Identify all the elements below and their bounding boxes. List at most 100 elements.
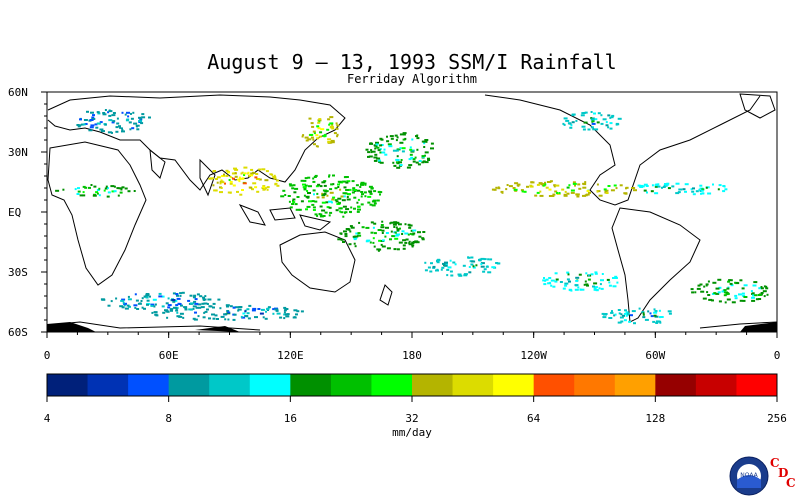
rain-pixel xyxy=(565,119,570,122)
rain-pixel xyxy=(196,293,200,296)
rain-pixel xyxy=(293,191,297,194)
rain-pixel xyxy=(104,109,107,111)
rain-pixel xyxy=(570,191,575,194)
rain-pixel xyxy=(189,294,193,297)
rain-pixel xyxy=(300,310,304,313)
rain-pixel xyxy=(717,278,722,281)
rain-pixel xyxy=(119,126,122,129)
rain-pixel xyxy=(332,174,335,177)
rain-pixel xyxy=(715,292,720,295)
rain-pixel xyxy=(614,277,618,279)
north-america-outline xyxy=(484,94,761,206)
rain-pixel xyxy=(624,192,628,195)
rain-pixel xyxy=(605,121,608,124)
rain-pixel xyxy=(131,127,135,130)
rain-pixel xyxy=(601,273,604,275)
rain-pixel xyxy=(266,307,270,310)
rain-pixel xyxy=(360,181,365,184)
rain-pixel xyxy=(576,195,580,198)
rain-pixel xyxy=(590,118,595,121)
rain-pixel xyxy=(501,191,504,194)
rain-pixel xyxy=(324,211,328,214)
rain-pixel xyxy=(543,277,545,279)
rain-pixel xyxy=(78,124,82,127)
rain-pixel xyxy=(615,187,618,190)
rain-pixel xyxy=(571,121,575,124)
rain-pixel xyxy=(371,150,376,153)
rain-pixel xyxy=(652,320,656,323)
rain-pixel xyxy=(575,284,578,287)
rain-pixel xyxy=(167,297,170,300)
rain-pixel xyxy=(124,113,127,116)
rain-pixel xyxy=(133,190,136,192)
rain-pixel xyxy=(491,188,495,191)
rain-pixel xyxy=(731,301,736,304)
rain-pixel xyxy=(337,180,342,183)
rain-pixel xyxy=(243,166,248,169)
rain-pixel xyxy=(226,305,229,308)
rain-pixel xyxy=(753,281,758,284)
rain-pixel xyxy=(91,116,95,119)
rain-pixel xyxy=(495,262,499,264)
rain-pixel xyxy=(322,134,327,137)
rain-pixel xyxy=(346,196,349,198)
rain-pixel xyxy=(234,175,238,178)
rain-pixel xyxy=(418,160,422,162)
rain-pixel xyxy=(308,200,312,203)
rain-pixel xyxy=(170,308,174,311)
rain-pixel xyxy=(357,234,362,237)
rain-pixel xyxy=(310,122,314,125)
rain-pixel xyxy=(408,226,412,229)
rain-pixel xyxy=(167,304,172,307)
rain-pixel xyxy=(368,190,373,193)
rain-pixel xyxy=(578,273,582,276)
rain-pixel xyxy=(575,276,580,279)
rain-pixel xyxy=(310,136,314,139)
rain-pixel xyxy=(246,308,250,311)
rain-pixel xyxy=(703,285,706,288)
rain-pixel xyxy=(330,141,333,144)
rain-pixel xyxy=(751,299,756,302)
rain-pixel xyxy=(321,192,324,195)
rain-pixel xyxy=(609,122,613,125)
rain-pixel xyxy=(409,148,413,151)
rain-pixel xyxy=(152,298,157,301)
rain-pixel xyxy=(342,241,345,243)
rain-pixel xyxy=(141,306,144,309)
rain-pixel xyxy=(398,241,403,244)
rain-pixel xyxy=(336,124,340,127)
rain-pixel xyxy=(360,195,363,198)
rain-pixel xyxy=(611,310,613,313)
rain-pixel xyxy=(319,215,324,218)
rain-pixel xyxy=(370,187,374,190)
rain-pixel xyxy=(554,280,558,283)
rain-pixel xyxy=(283,309,287,312)
rain-pixel xyxy=(600,122,604,125)
rain-pixel xyxy=(381,229,385,232)
rain-pixel xyxy=(394,231,397,234)
rain-pixel xyxy=(412,229,417,232)
rain-pixel xyxy=(699,184,703,187)
rain-pixel xyxy=(739,279,743,282)
rain-pixel xyxy=(677,191,681,194)
rain-pixel xyxy=(695,190,699,193)
rain-pixel xyxy=(534,194,538,197)
rain-pixel xyxy=(153,311,158,314)
rain-pixel xyxy=(77,125,81,128)
rain-pixel xyxy=(337,183,340,186)
rain-pixel xyxy=(612,277,616,279)
rain-pixel xyxy=(94,123,98,126)
rain-pixel xyxy=(616,281,619,284)
rain-pixel xyxy=(424,269,428,272)
rain-pixel xyxy=(128,305,131,308)
rain-pixel xyxy=(135,124,140,127)
rain-pixel xyxy=(95,191,99,194)
rain-pixel xyxy=(430,262,433,265)
rain-pixel xyxy=(369,192,373,195)
rain-pixel xyxy=(596,183,599,186)
rain-pixel xyxy=(96,192,99,195)
rain-pixel xyxy=(562,122,565,125)
rain-pixel xyxy=(409,153,413,156)
rain-pixel xyxy=(444,261,448,264)
rain-pixel xyxy=(631,310,636,313)
